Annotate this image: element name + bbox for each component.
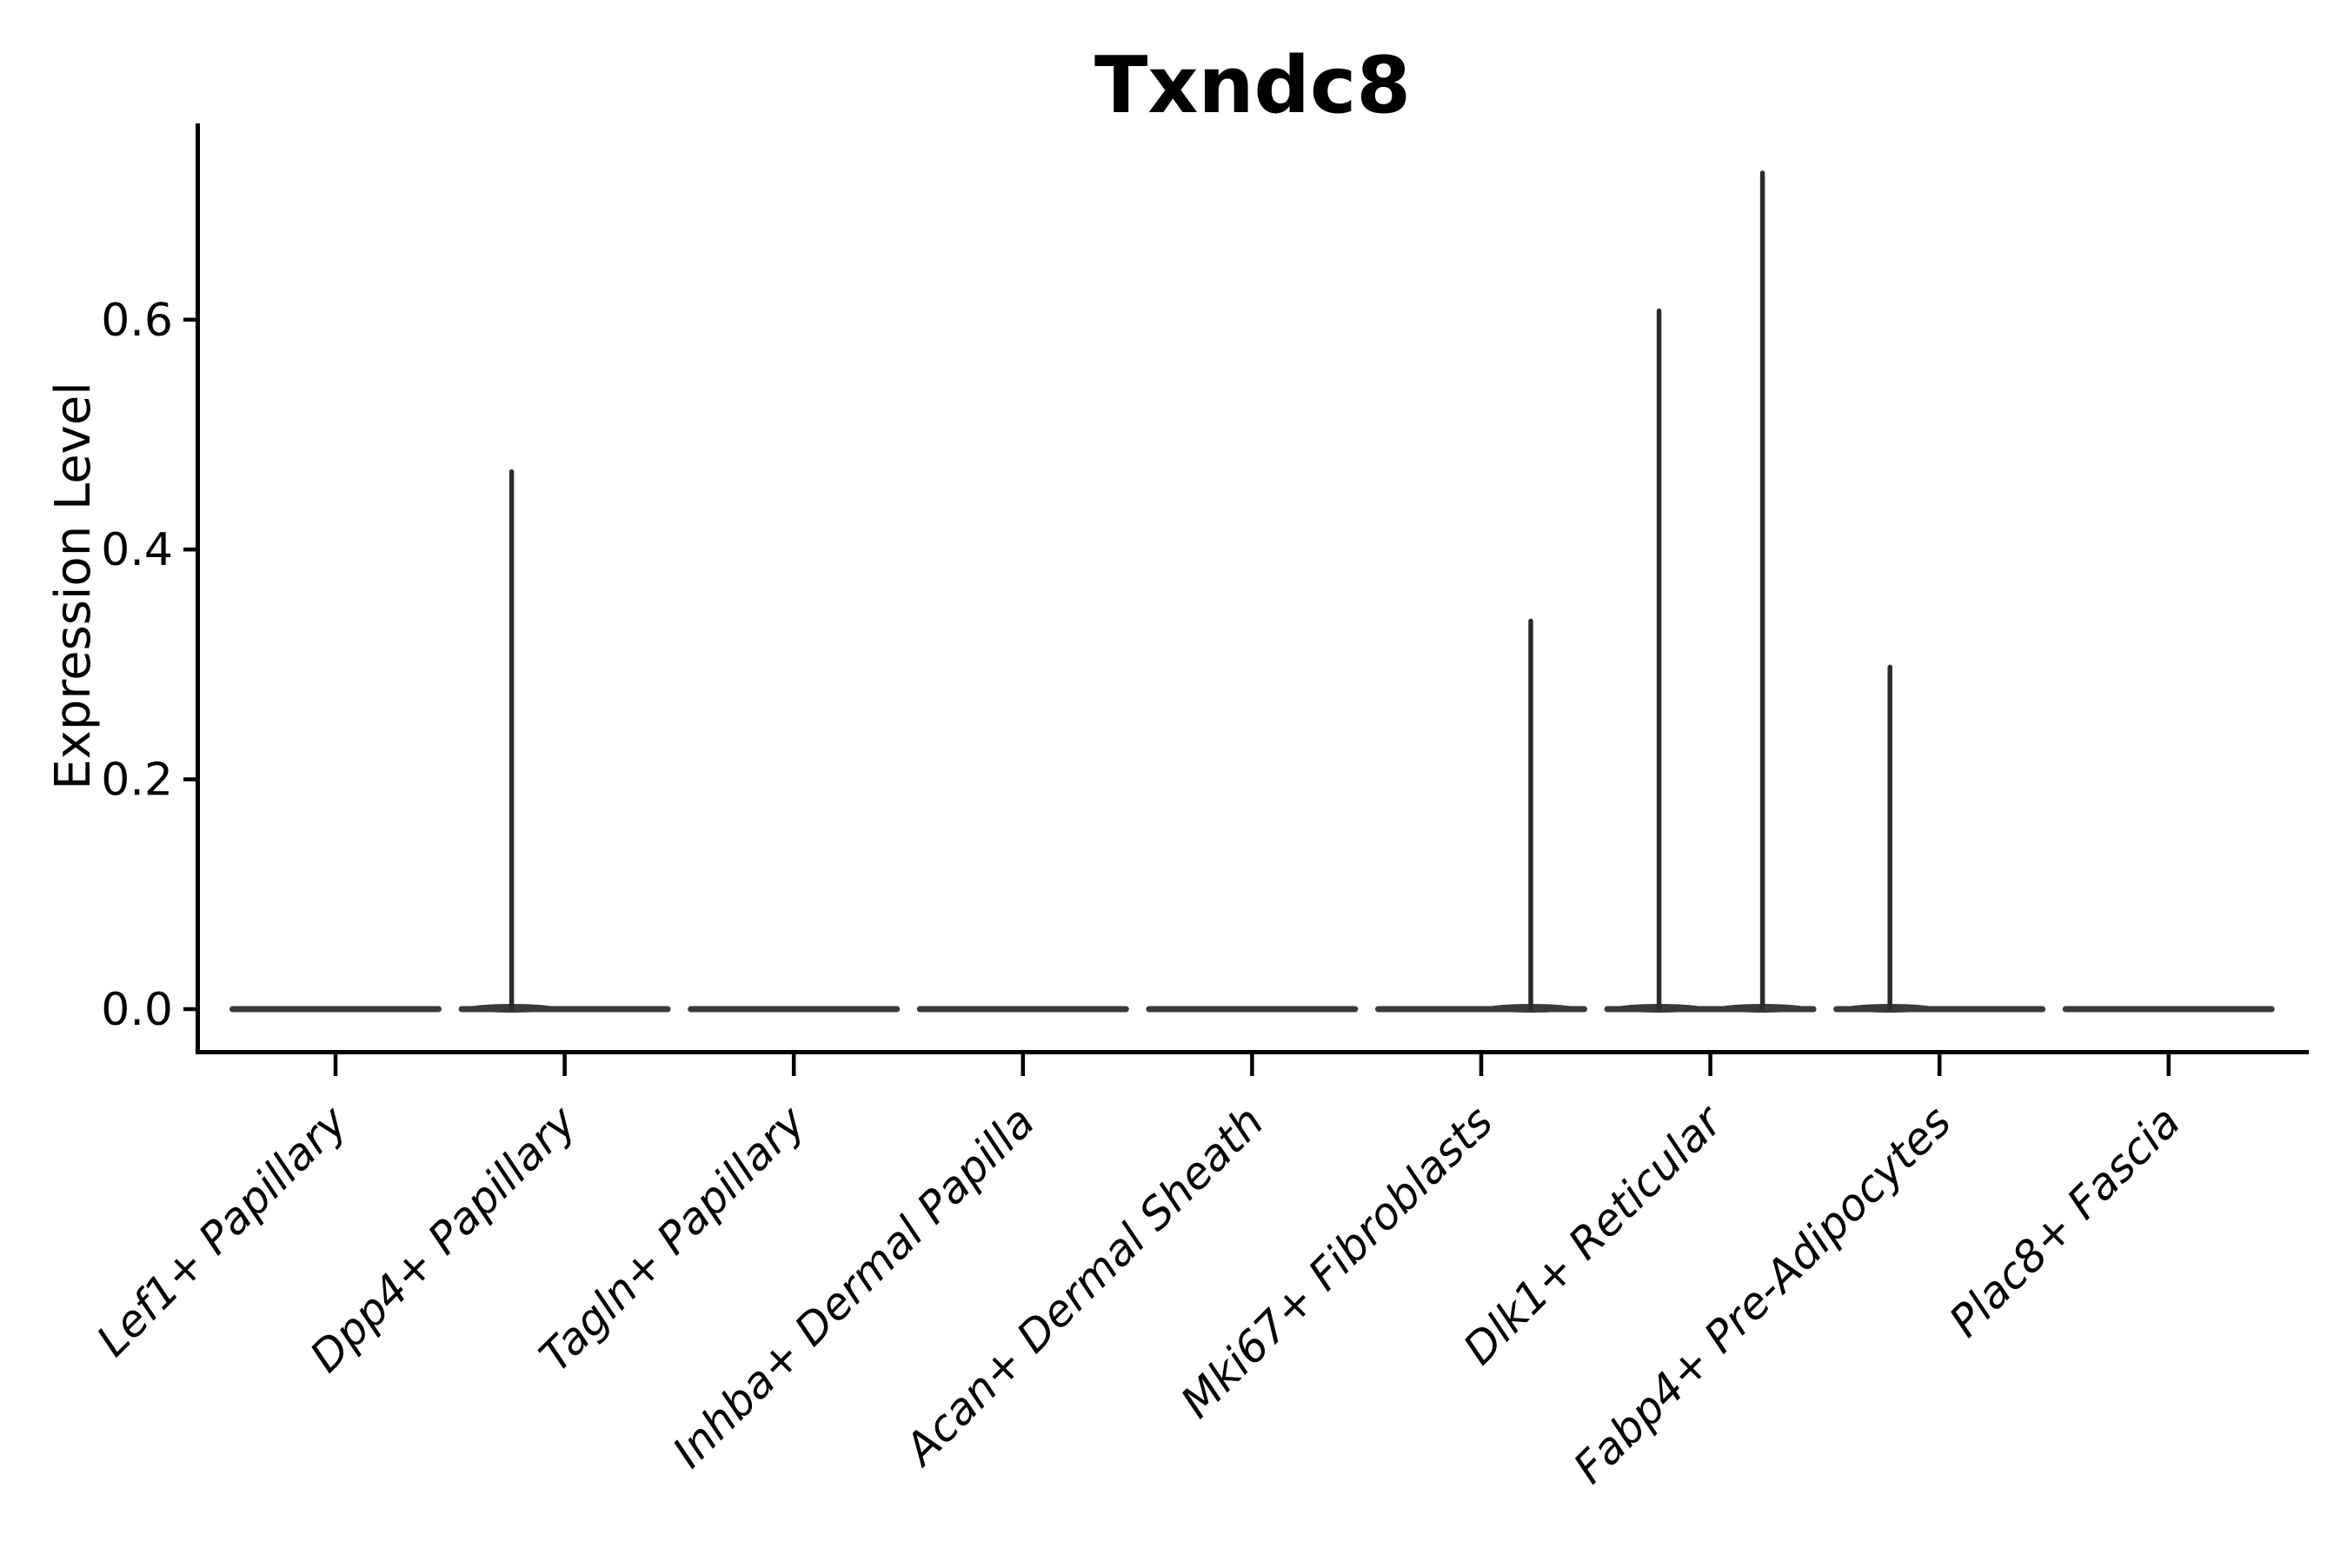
violin-baseline — [229, 1006, 442, 1013]
violin — [1375, 618, 1587, 1013]
violin-baseline — [1146, 1006, 1359, 1013]
x-tick-label: Lef1+ Papillary — [87, 1095, 357, 1365]
x-tick-label: Plac8+ Fascia — [1939, 1096, 2190, 1346]
violin-baseline — [688, 1006, 901, 1013]
violins — [229, 170, 2275, 1013]
violin-baseline — [916, 1006, 1129, 1013]
y-tick-label: 0.4 — [101, 524, 173, 576]
x-tick-label: Fabp4+ Pre-Adipocytes — [1564, 1096, 1961, 1493]
violin — [2062, 1006, 2275, 1013]
violin — [1146, 1006, 1359, 1013]
y-axis-label: Expression Level — [45, 382, 102, 790]
violin-baseline — [2062, 1006, 2275, 1013]
violin — [916, 1006, 1129, 1013]
y-tick-label: 0.6 — [101, 295, 173, 347]
plot-title: Txndc8 — [1094, 40, 1411, 131]
y-tick-label: 0.0 — [101, 984, 173, 1036]
violin — [458, 468, 671, 1013]
violin — [1604, 170, 1817, 1013]
y-tick-label: 0.2 — [101, 754, 173, 807]
x-axis — [196, 1050, 2309, 1076]
violin — [1833, 664, 2046, 1013]
x-tick-marks — [333, 1054, 2171, 1076]
y-tick-marks: 0.0 0.2 0.4 0.6 — [101, 295, 197, 1036]
violin — [229, 1006, 442, 1013]
x-tick-label: Inhba+ Dermal Papilla — [663, 1096, 1044, 1477]
violin — [688, 1006, 901, 1013]
y-axis: 0.0 0.2 0.4 0.6 — [101, 123, 200, 1054]
